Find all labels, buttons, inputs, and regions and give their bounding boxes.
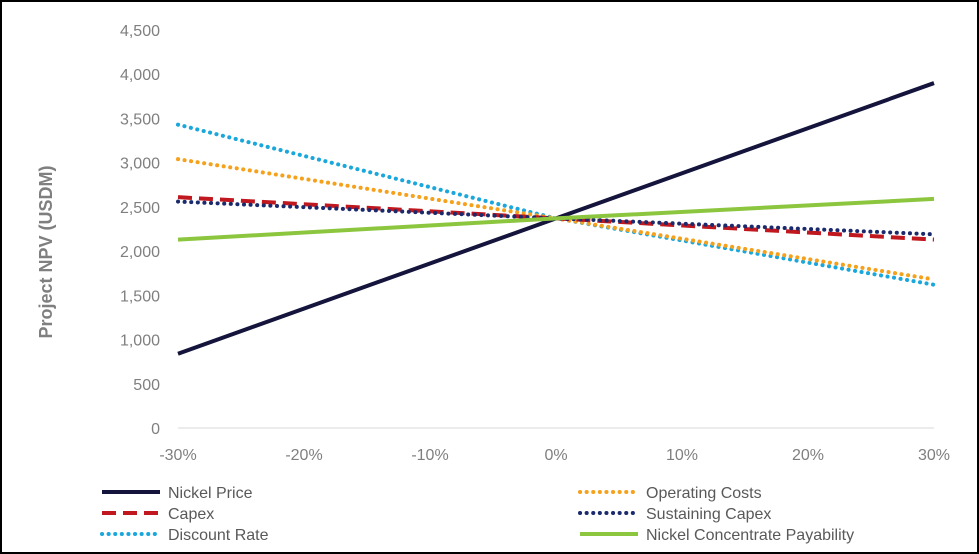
y-tick-label: 4,000 [120, 67, 160, 84]
y-tick-label: 3,500 [120, 111, 160, 128]
x-tick-label: 0% [544, 447, 567, 464]
legend-label-operating-costs: Operating Costs [646, 485, 762, 502]
x-tick-label: -10% [411, 447, 448, 464]
x-tick-label: 30% [918, 447, 950, 464]
y-tick-label: 0 [151, 421, 160, 438]
x-tick-label: 10% [666, 447, 698, 464]
legend-label-sustaining-capex: Sustaining Capex [646, 506, 771, 523]
y-tick-label: 4,500 [120, 23, 160, 40]
x-axis-ticks: -30% -20% -10% 0% 10% 20% 30% [159, 447, 950, 464]
y-tick-label: 2,500 [120, 200, 160, 217]
y-tick-label: 2,000 [120, 244, 160, 261]
legend-label-discount-rate: Discount Rate [168, 527, 269, 544]
y-axis-ticks: 0 500 1,000 1,500 2,000 2,500 3,000 3,500 4,000 4… [120, 23, 160, 438]
legend-label-capex: Capex [168, 506, 214, 523]
y-tick-label: 3,000 [120, 156, 160, 173]
series-line-nickel-concentrate-payability [177, 196, 935, 242]
y-tick-label: 1,000 [120, 333, 160, 350]
y-axis-title: Project NPV (USDM) [36, 165, 56, 338]
x-tick-label: 20% [792, 447, 824, 464]
legend-label-nickel-concentrate-payability: Nickel Concentrate Payability [646, 527, 854, 544]
series-lines [176, 81, 936, 356]
legend: Nickel Price Operating Costs Capex Sustaini… [100, 485, 854, 544]
x-tick-label: -30% [159, 447, 196, 464]
series-line-sustaining-capex [176, 199, 936, 237]
x-tick-label: -20% [285, 447, 322, 464]
y-tick-label: 500 [133, 377, 160, 394]
y-tick-label: 1,500 [120, 288, 160, 305]
legend-label-nickel-price: Nickel Price [168, 485, 253, 502]
